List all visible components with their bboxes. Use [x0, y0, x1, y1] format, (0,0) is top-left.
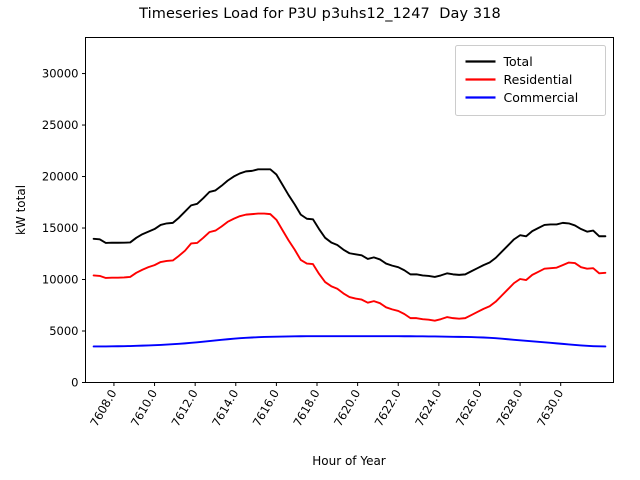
axes-frame — [85, 37, 614, 383]
y-tick-label: 25000 — [42, 118, 79, 132]
legend-label-commercial: Commercial — [504, 90, 579, 105]
y-axis-ticks: 0 5000 10000 15000 20000 25000 30000 — [42, 67, 86, 390]
x-tick-label: 7626.0 — [453, 387, 485, 429]
x-tick-label: 7630.0 — [534, 387, 566, 429]
series-line-residential — [92, 212, 607, 322]
y-tick-label: 15000 — [42, 221, 79, 235]
x-tick-label: 7608.0 — [87, 387, 119, 429]
x-tick-label: 7624.0 — [412, 387, 444, 429]
data-series-group — [92, 168, 607, 348]
y-tick-label: 10000 — [42, 273, 79, 287]
x-tick-label: 7610.0 — [128, 387, 160, 429]
x-tick-label: 7618.0 — [290, 387, 322, 429]
x-axis-ticks: 7608.0 7610.0 7612.0 7614.0 7616.0 7618.0 7620… — [87, 382, 566, 429]
x-tick-label: 7616.0 — [250, 387, 282, 429]
x-tick-label: 7622.0 — [372, 387, 404, 429]
x-tick-label: 7612.0 — [169, 387, 201, 429]
x-axis-label: Hour of Year — [312, 454, 386, 468]
series-line-commercial — [92, 335, 607, 348]
y-tick-label: 30000 — [42, 67, 79, 81]
series-line-total — [92, 168, 607, 278]
x-tick-label: 7620.0 — [331, 387, 363, 429]
y-tick-label: 5000 — [49, 324, 78, 338]
y-tick-label: 0 — [71, 376, 78, 390]
y-axis-label: kW total — [14, 185, 28, 235]
y-tick-label: 20000 — [42, 170, 79, 184]
legend-label-total: Total — [503, 54, 533, 69]
x-tick-label: 7614.0 — [209, 387, 241, 429]
legend-label-residential: Residential — [504, 72, 573, 87]
chart-legend: Total Residential Commercial — [455, 45, 606, 116]
chart-title: Timeseries Load for P3U p3uhs12_1247 Day… — [139, 6, 501, 22]
x-tick-label: 7628.0 — [493, 387, 525, 429]
